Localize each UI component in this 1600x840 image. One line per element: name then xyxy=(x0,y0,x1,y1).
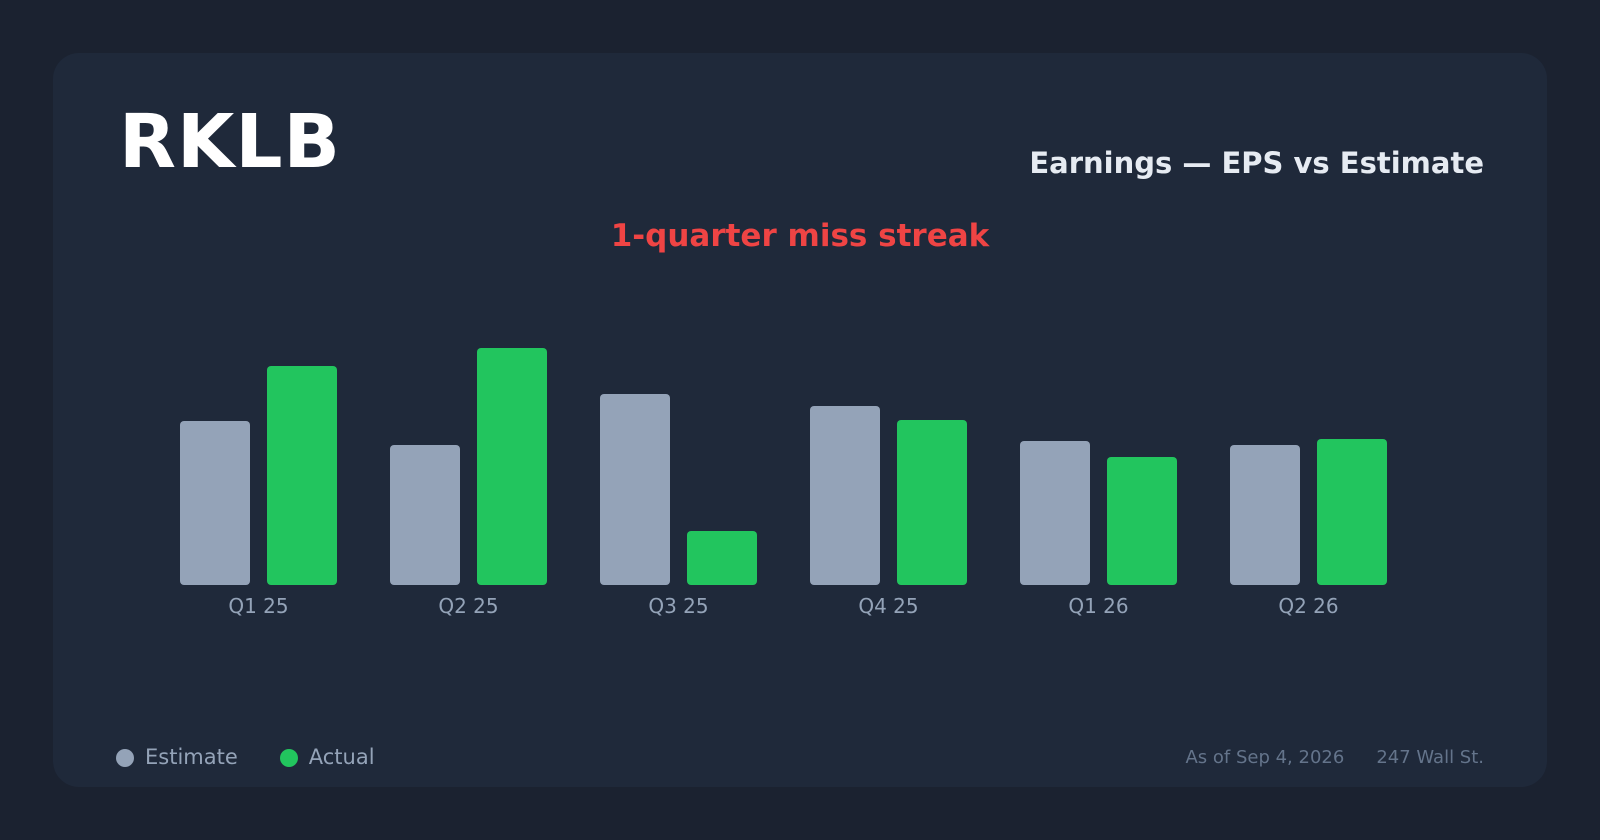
bar-estimate-q3-25 xyxy=(600,394,670,585)
footer: As of Sep 4, 2026 247 Wall St. xyxy=(1185,749,1484,767)
bar-estimate-q4-25 xyxy=(810,406,880,585)
x-tick-label: Q1 26 xyxy=(1068,594,1128,618)
legend-item-estimate: Estimate xyxy=(116,747,238,768)
streak-label: 1-quarter miss streak xyxy=(610,218,990,254)
x-tick-label: Q2 25 xyxy=(438,594,498,618)
source-label: 247 Wall St. xyxy=(1376,747,1484,768)
bar-estimate-q2-25 xyxy=(390,445,460,585)
bar-actual-q1-26 xyxy=(1107,457,1177,585)
x-tick-label: Q3 25 xyxy=(648,594,708,618)
bar-actual-q2-26 xyxy=(1317,439,1387,585)
bar-actual-q3-25 xyxy=(687,531,757,585)
bar-estimate-q1-26 xyxy=(1020,441,1090,585)
as-of-date: As of Sep 4, 2026 xyxy=(1185,747,1345,768)
x-tick-label: Q4 25 xyxy=(858,594,918,618)
chart-subtitle: Earnings — EPS vs Estimate xyxy=(1029,146,1484,180)
chart-card: RKLB Earnings — EPS vs Estimate 1-quarte… xyxy=(53,53,1547,787)
estimate-swatch-icon xyxy=(116,748,134,767)
bar-estimate-q1-25 xyxy=(180,421,250,585)
eps-bar-chart: Q1 25 Q2 25 Q3 25 Q4 25 Q1 26 Q2 26 xyxy=(180,348,1387,618)
bar-actual-q2-25 xyxy=(477,348,547,585)
actual-swatch-icon xyxy=(279,748,298,767)
legend-item-actual: Actual xyxy=(279,745,375,769)
x-tick-label: Q1 25 xyxy=(228,594,288,618)
legend-estimate-label: Estimate xyxy=(145,745,238,769)
ticker-title: RKLB xyxy=(119,99,341,185)
legend-actual-label: Actual xyxy=(308,745,375,769)
bar-actual-q4-25 xyxy=(897,420,967,585)
legend: Estimate Actual xyxy=(116,747,417,768)
bar-estimate-q2-26 xyxy=(1230,445,1300,585)
x-tick-label: Q2 26 xyxy=(1278,594,1338,618)
bar-actual-q1-25 xyxy=(267,366,337,585)
